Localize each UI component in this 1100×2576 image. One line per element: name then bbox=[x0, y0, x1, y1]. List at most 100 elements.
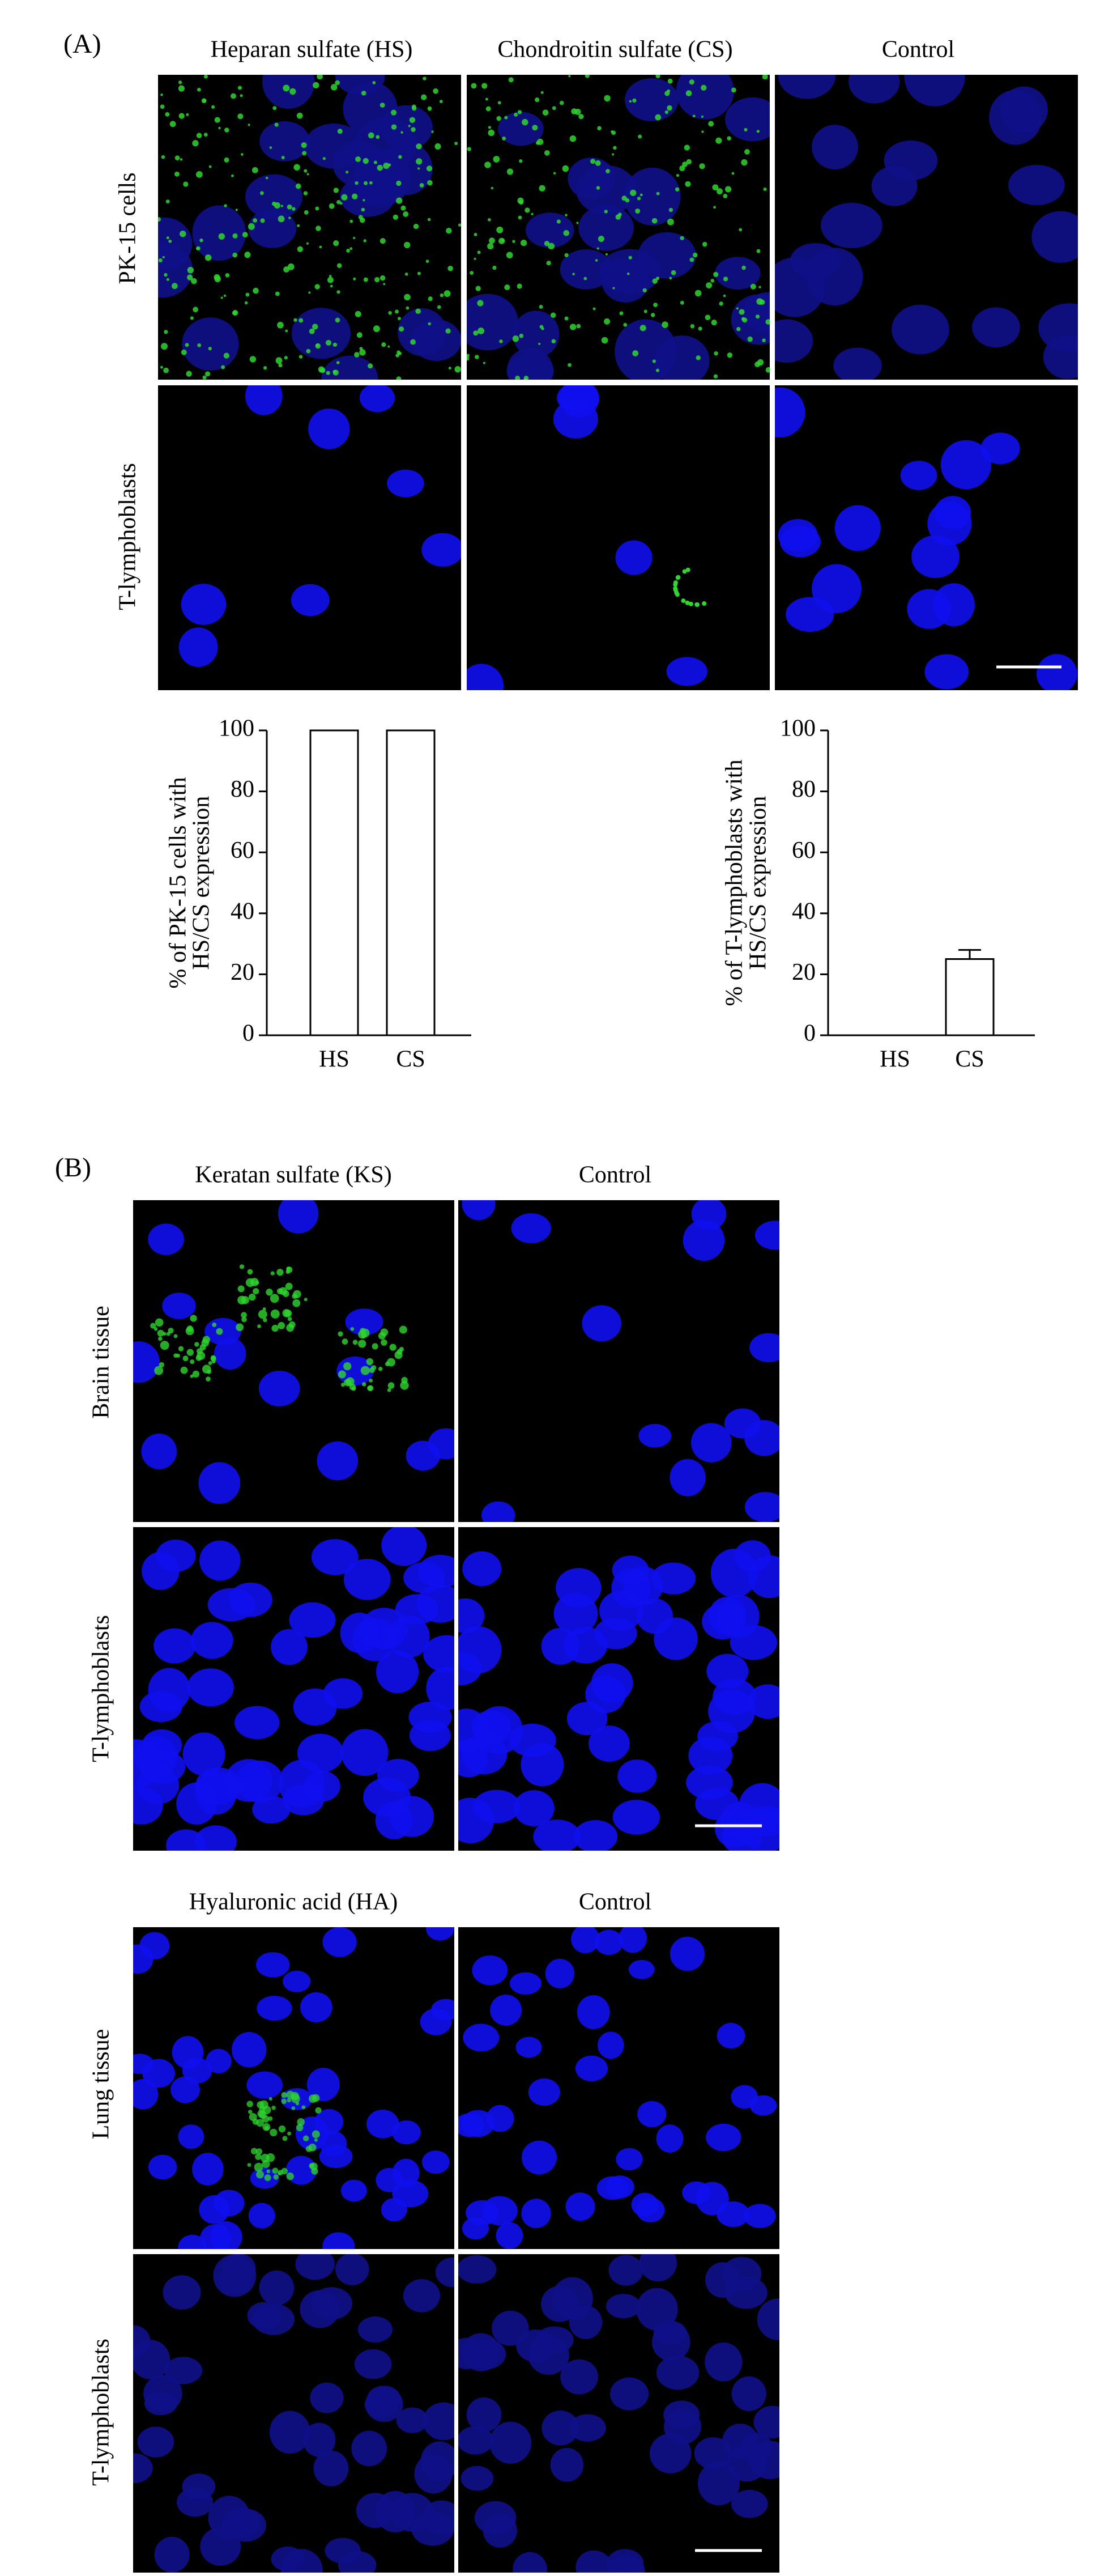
stain-dot bbox=[626, 272, 630, 275]
stain-dot bbox=[642, 288, 647, 293]
nucleus bbox=[178, 2234, 207, 2249]
column-header: Keratan sulfate (KS) bbox=[195, 1162, 392, 1188]
stain-dot bbox=[613, 146, 617, 150]
y-tick-label: 100 bbox=[780, 716, 816, 742]
nucleus bbox=[509, 1972, 542, 1995]
nucleus bbox=[423, 2402, 454, 2441]
nucleus bbox=[521, 2140, 557, 2175]
stain-dot bbox=[655, 368, 660, 372]
stain-dot bbox=[338, 1370, 346, 1379]
stain-dot bbox=[354, 352, 360, 358]
stain-dot bbox=[716, 188, 723, 195]
stain-dot bbox=[417, 167, 420, 170]
stain-dot bbox=[363, 158, 369, 164]
stain-dot bbox=[512, 335, 519, 342]
stain-dot bbox=[270, 1294, 279, 1303]
stain-dot bbox=[308, 291, 311, 294]
nucleus bbox=[553, 1593, 598, 1635]
stain-dot bbox=[387, 1388, 391, 1392]
stain-dot bbox=[302, 151, 307, 156]
nucleus bbox=[486, 2105, 514, 2132]
stain-dot bbox=[512, 240, 515, 243]
nucleus bbox=[725, 97, 770, 142]
stain-dot bbox=[574, 108, 581, 115]
nucleus bbox=[691, 1423, 732, 1463]
stain-dot bbox=[271, 2106, 276, 2110]
stain-dot bbox=[224, 157, 229, 163]
stain-dot bbox=[241, 1316, 247, 1323]
stain-dot bbox=[253, 1288, 259, 1295]
stain-dot bbox=[174, 171, 180, 177]
nucleus bbox=[154, 2536, 190, 2573]
stain-dot bbox=[270, 1271, 275, 1276]
nucleus bbox=[731, 294, 770, 345]
stain-dot bbox=[448, 367, 451, 370]
stain-dot bbox=[315, 343, 321, 349]
nucleus bbox=[705, 2262, 740, 2298]
stain-dot bbox=[565, 214, 568, 216]
stain-dot bbox=[287, 263, 295, 270]
nucleus bbox=[778, 518, 818, 552]
stain-dot bbox=[281, 2167, 288, 2175]
nucleus bbox=[466, 2200, 499, 2226]
stain-dot bbox=[714, 351, 718, 356]
stain-dot bbox=[474, 232, 477, 236]
stain-dot bbox=[380, 1328, 389, 1336]
nucleus bbox=[198, 1462, 241, 1504]
stain-dot bbox=[264, 2126, 270, 2131]
nucleus bbox=[694, 2437, 732, 2469]
nucleus bbox=[380, 142, 433, 195]
nucleus bbox=[731, 2376, 766, 2412]
nucleus bbox=[833, 347, 882, 380]
nucleus bbox=[319, 2144, 353, 2169]
stain-dot bbox=[428, 296, 433, 301]
stain-dot bbox=[359, 349, 366, 356]
stain-dot bbox=[237, 1285, 245, 1293]
stain-dot bbox=[335, 317, 340, 323]
stain-dot bbox=[394, 309, 399, 314]
stain-dot bbox=[440, 293, 444, 297]
stain-dot bbox=[355, 181, 359, 185]
stain-dot bbox=[401, 1376, 408, 1384]
stain-dot bbox=[317, 75, 323, 80]
stain-dot bbox=[653, 303, 658, 308]
stain-dot bbox=[400, 131, 403, 134]
stain-dot bbox=[296, 112, 303, 119]
stain-dot bbox=[604, 95, 611, 102]
stain-dot bbox=[299, 355, 303, 359]
stain-dot bbox=[245, 292, 250, 297]
stain-dot bbox=[551, 339, 556, 344]
nucleus bbox=[414, 2454, 453, 2494]
nucleus bbox=[164, 2357, 203, 2384]
nucleus bbox=[142, 1729, 182, 1761]
stain-dot bbox=[178, 80, 182, 84]
stain-dot bbox=[330, 284, 333, 288]
stain-dot bbox=[220, 296, 223, 299]
stain-dot bbox=[680, 300, 684, 305]
stain-dot bbox=[169, 121, 176, 127]
stain-dot bbox=[612, 287, 615, 290]
stain-dot bbox=[723, 294, 726, 297]
nucleus bbox=[311, 1539, 359, 1575]
cells bbox=[775, 75, 1078, 380]
nucleus bbox=[717, 2022, 745, 2048]
stain-dot bbox=[540, 91, 544, 94]
stain-dot bbox=[619, 311, 624, 316]
stain-dot bbox=[336, 199, 341, 205]
stain-dot bbox=[601, 337, 608, 344]
stain-dot bbox=[207, 1369, 212, 1374]
stain-dot bbox=[248, 2110, 253, 2114]
nucleus bbox=[565, 2192, 595, 2221]
nucleus bbox=[706, 2123, 741, 2152]
stain-dot bbox=[283, 84, 290, 92]
stain-dot bbox=[552, 106, 556, 110]
nucleus bbox=[715, 257, 761, 290]
nucleus bbox=[335, 75, 385, 95]
stain-dot bbox=[413, 223, 419, 229]
stain-dot bbox=[487, 218, 491, 222]
nucleus bbox=[462, 1551, 502, 1587]
stain-dot bbox=[252, 2119, 259, 2125]
stain-dot bbox=[744, 149, 750, 155]
stain-dot bbox=[259, 191, 264, 195]
stain-dot bbox=[542, 109, 549, 116]
